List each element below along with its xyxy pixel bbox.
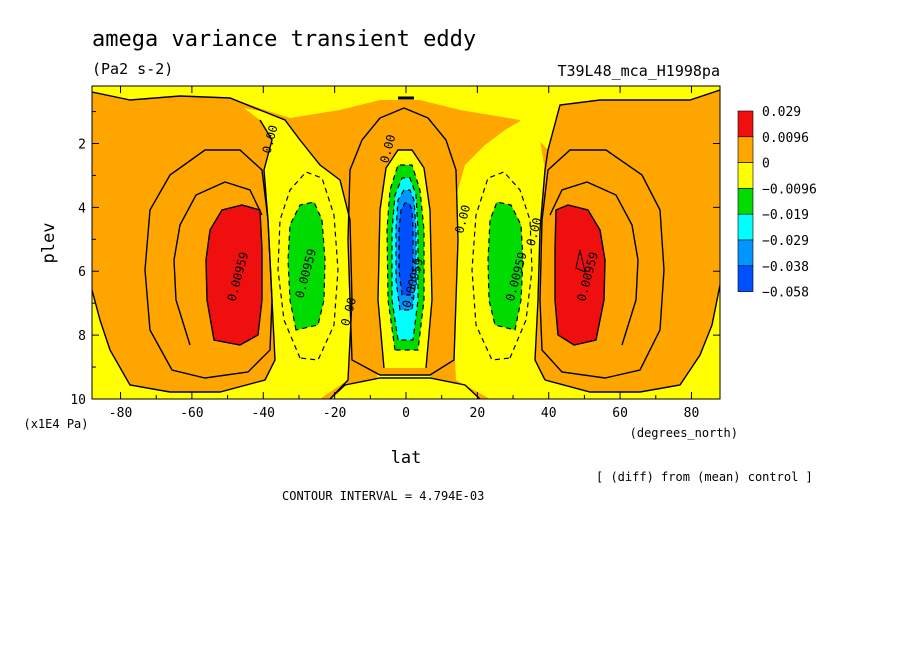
- colorbar-label: −0.038: [762, 260, 809, 275]
- yellow-region-northern: [452, 112, 720, 399]
- contour-red-south: [205, 204, 263, 346]
- red-core-south: [206, 205, 262, 345]
- diff-note: [ (diff) from (mean) control ]: [596, 470, 813, 484]
- x-tick-label: 0: [402, 406, 410, 421]
- colorbar-label: 0: [762, 157, 770, 172]
- y-axis-label: plev: [39, 223, 59, 264]
- x-tick-label: -80: [109, 406, 132, 421]
- colorbar-swatch: [737, 136, 754, 163]
- colorbar-swatch: [737, 162, 754, 189]
- y-tick-label: 2: [78, 137, 86, 152]
- contour-pos-south-outer: [144, 149, 273, 379]
- colorbar-label: −0.019: [762, 208, 809, 223]
- colorbar-swatch: [737, 110, 754, 138]
- y-tick-label: 4: [78, 201, 86, 216]
- x-tick-label: 80: [684, 406, 700, 421]
- y-axis: 2 4 6 8 10: [70, 111, 720, 408]
- x-axis: -80 -60 -40 -20 0 20 40 60 80: [109, 86, 699, 421]
- y-axis-units: (x1E4 Pa): [23, 417, 88, 431]
- contour-neg-north-inner: [487, 201, 524, 331]
- colorbar: 0.029 0.0096 0 −0.0096 −0.019 −0.029 −0.038 −0.…: [737, 105, 817, 301]
- contour-zero-south-lower: [92, 119, 276, 393]
- y-tick-label: 8: [78, 329, 86, 344]
- contour-neg-south-inner: [287, 201, 326, 331]
- contour-pos-south-inner: [173, 181, 263, 346]
- figure-units: (Pa2 s-2): [92, 60, 173, 78]
- yellow-region-top: [92, 86, 720, 150]
- x-tick-label: 60: [612, 406, 628, 421]
- run-id: T39L48_mca_H1998pa: [557, 62, 720, 80]
- green-lobe-south: [288, 202, 325, 330]
- x-axis-label: lat: [391, 448, 422, 468]
- contour-neg-south-outer: [277, 171, 339, 361]
- x-tick-label: -60: [180, 406, 203, 421]
- contour-zero-north-lower: [544, 284, 720, 393]
- green-lobe-north: [488, 202, 523, 330]
- colorbar-label: −0.0096: [762, 182, 817, 197]
- contour-small-north: [575, 249, 586, 273]
- yellow-region-bottom-center: [330, 378, 480, 399]
- contour-zero-south: [92, 91, 353, 399]
- blue-core-center: [399, 203, 413, 295]
- x-tick-label: 40: [541, 406, 557, 421]
- contour-zero-north: [534, 89, 720, 381]
- colorbar-swatch: [737, 265, 754, 292]
- colorbar-swatch: [737, 188, 754, 215]
- colorbar-label: −0.029: [762, 234, 809, 249]
- contour-zero-center: [347, 107, 459, 376]
- contour-neg-north-outer: [471, 171, 533, 361]
- contour-lines-solid: [92, 89, 720, 399]
- x-axis-units: (degrees_north): [630, 426, 738, 440]
- yellow-region-southern: [92, 108, 352, 399]
- y-tick-label: 6: [78, 265, 86, 280]
- contour-pos-north-outer: [539, 149, 665, 379]
- colorbar-label: 0.029: [762, 105, 801, 120]
- figure-title: amega variance transient eddy: [92, 27, 476, 52]
- contour-neg-center-4: [398, 202, 414, 296]
- colorbar-swatch: [737, 213, 754, 241]
- contour-neg-center-2: [391, 177, 419, 341]
- y-tick-label: 10: [70, 393, 86, 408]
- contour-lines-dashed: [277, 164, 533, 361]
- contour-pos-north-inner: [549, 181, 639, 346]
- colorbar-label: 0.0096: [762, 131, 809, 146]
- colorbar-swatch: [737, 239, 754, 267]
- contour-zero-center-top: [329, 377, 481, 399]
- contour-yellow-core: [377, 149, 433, 369]
- x-tick-label: 20: [470, 406, 486, 421]
- red-core-north: [555, 205, 605, 345]
- x-tick-label: -20: [323, 406, 346, 421]
- colorbar-label: −0.058: [762, 286, 809, 301]
- contour-red-north: [554, 204, 606, 346]
- contour-interval: CONTOUR INTERVAL = 4.794E-03: [282, 489, 484, 503]
- contour-neg-center-3: [395, 189, 417, 311]
- contour-neg-center-1: [386, 164, 425, 351]
- x-tick-label: -40: [252, 406, 275, 421]
